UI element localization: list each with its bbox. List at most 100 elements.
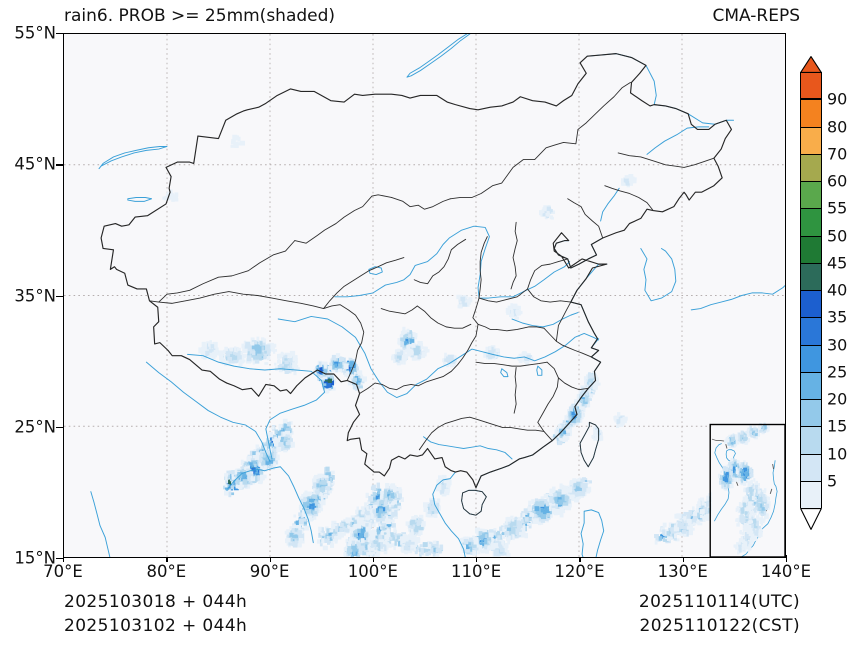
shading-cell [400, 330, 404, 335]
shading-cell [277, 435, 283, 440]
shading-cell [390, 510, 395, 514]
shading-cell [587, 394, 594, 398]
shading-cell [331, 368, 335, 372]
shading-cell [564, 431, 568, 437]
shading-cell [274, 429, 278, 435]
shading-cell [374, 502, 379, 506]
shading-cell [289, 532, 293, 537]
shading-cell [403, 545, 409, 551]
shading-cell [493, 528, 497, 533]
shading-cell [250, 353, 256, 358]
shading-cell [556, 437, 560, 444]
shading-cell [435, 553, 440, 557]
shading-cell [416, 537, 420, 543]
shading-cell [393, 490, 399, 494]
shading-cell [344, 371, 350, 377]
shading-cell [264, 450, 270, 455]
shading-cell [383, 542, 386, 548]
shading-cell [520, 519, 525, 524]
shading-cell [388, 537, 393, 540]
shading-cell [224, 490, 229, 496]
shading-cell [394, 510, 398, 517]
shading-cell [405, 349, 408, 353]
shading-cell [543, 493, 550, 499]
x-tick-label: 80°E [146, 562, 187, 581]
shading-cell [402, 326, 406, 333]
shading-cell [305, 501, 310, 506]
shading-cell [551, 436, 557, 440]
shading-cell [392, 488, 397, 493]
shading-cell [423, 502, 428, 508]
shading-cell [382, 524, 386, 531]
shading-cell [278, 424, 283, 430]
shading-cell [364, 532, 367, 536]
shading-cell [318, 526, 323, 532]
shading-cell [274, 441, 279, 447]
shading-cell [393, 505, 398, 509]
shading-cell [353, 550, 356, 555]
shading-cell [294, 540, 300, 544]
x-tick-mark [579, 555, 581, 562]
shading-cell [361, 508, 367, 512]
shading-cell [331, 533, 336, 539]
shading-cell [327, 481, 331, 487]
shading-cell [222, 360, 226, 365]
shading-cell [386, 533, 391, 540]
shading-cell [360, 374, 364, 379]
map-plot-area[interactable]: No: GS (2019) 1786 [63, 33, 786, 558]
shading-cell [365, 526, 370, 531]
shading-cell [205, 350, 209, 355]
shading-cell [255, 468, 258, 474]
shading-cell [229, 347, 234, 352]
shading-cell [280, 436, 286, 443]
shading-cell [353, 386, 358, 390]
shading-cell [234, 346, 237, 353]
shading-cell [429, 499, 435, 505]
shading-cell [527, 522, 532, 526]
shading-cell [318, 501, 324, 505]
shading-cell [390, 483, 396, 489]
shading-cell [228, 491, 232, 498]
shading-cell [531, 499, 535, 505]
shading-cell [592, 385, 598, 390]
shading-cell [322, 545, 328, 551]
shading-cell [417, 353, 422, 360]
shading-cell [564, 485, 569, 489]
shading-cell [279, 447, 283, 452]
shading-cell [347, 543, 352, 547]
shading-cell [383, 489, 388, 495]
shading-cell [421, 355, 426, 359]
shading-cell [280, 432, 285, 439]
shading-cell [384, 515, 388, 521]
shading-cell [360, 545, 365, 551]
shading-cell [497, 530, 501, 536]
x-tick-mark [372, 555, 375, 562]
x-tick-label: 70°E [43, 562, 83, 581]
shading-cell [376, 509, 382, 515]
shading-cell [318, 361, 322, 368]
shading-cell [354, 365, 358, 371]
shading-cell [371, 551, 375, 555]
shading-cell [231, 476, 235, 480]
shading-cell [380, 512, 384, 519]
shading-cell [284, 360, 289, 365]
shading-cell [396, 360, 401, 366]
shading-cell [331, 475, 335, 480]
shading-cell [552, 434, 557, 438]
shading-cell [240, 351, 244, 358]
shading-cell [412, 332, 418, 338]
shading-cell [313, 474, 318, 479]
shading-cell [537, 501, 541, 506]
shading-cell [327, 374, 331, 378]
shading-cell [418, 530, 421, 537]
shading-cell [390, 543, 397, 548]
shading-cell [313, 369, 319, 375]
shading-cell [365, 492, 369, 499]
shading-cell [353, 529, 358, 534]
shading-cell [344, 528, 348, 533]
shading-cell [314, 478, 320, 483]
shading-cell [253, 470, 258, 474]
shading-cell [394, 349, 399, 355]
shading-cell [506, 535, 510, 541]
shading-cell [428, 550, 432, 556]
